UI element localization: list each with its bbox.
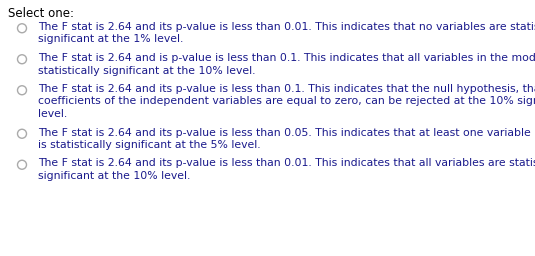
Text: The F stat is 2.64 and its p-value is less than 0.05. This indicates that at lea: The F stat is 2.64 and its p-value is le…: [38, 127, 535, 137]
Text: significant at the 1% level.: significant at the 1% level.: [38, 35, 184, 45]
Text: level.: level.: [38, 109, 67, 119]
Text: The F stat is 2.64 and is p-value is less than 0.1. This indicates that all vari: The F stat is 2.64 and is p-value is les…: [38, 53, 535, 63]
Text: Select one:: Select one:: [8, 7, 74, 20]
Text: significant at the 10% level.: significant at the 10% level.: [38, 171, 190, 181]
Circle shape: [18, 24, 27, 33]
Text: coefficients of the independent variables are equal to zero, can be rejected at : coefficients of the independent variable…: [38, 97, 535, 106]
Text: The F stat is 2.64 and its p-value is less than 0.01. This indicates that all va: The F stat is 2.64 and its p-value is le…: [38, 158, 535, 168]
Circle shape: [18, 129, 27, 138]
Circle shape: [18, 55, 27, 64]
Circle shape: [18, 160, 27, 169]
Circle shape: [18, 86, 27, 95]
Text: The F stat is 2.64 and its p-value is less than 0.01. This indicates that no var: The F stat is 2.64 and its p-value is le…: [38, 22, 535, 32]
Text: The F stat is 2.64 and its p-value is less than 0.1. This indicates that the nul: The F stat is 2.64 and its p-value is le…: [38, 84, 535, 94]
Text: is statistically significant at the 5% level.: is statistically significant at the 5% l…: [38, 140, 261, 150]
Text: statistically significant at the 10% level.: statistically significant at the 10% lev…: [38, 66, 256, 76]
